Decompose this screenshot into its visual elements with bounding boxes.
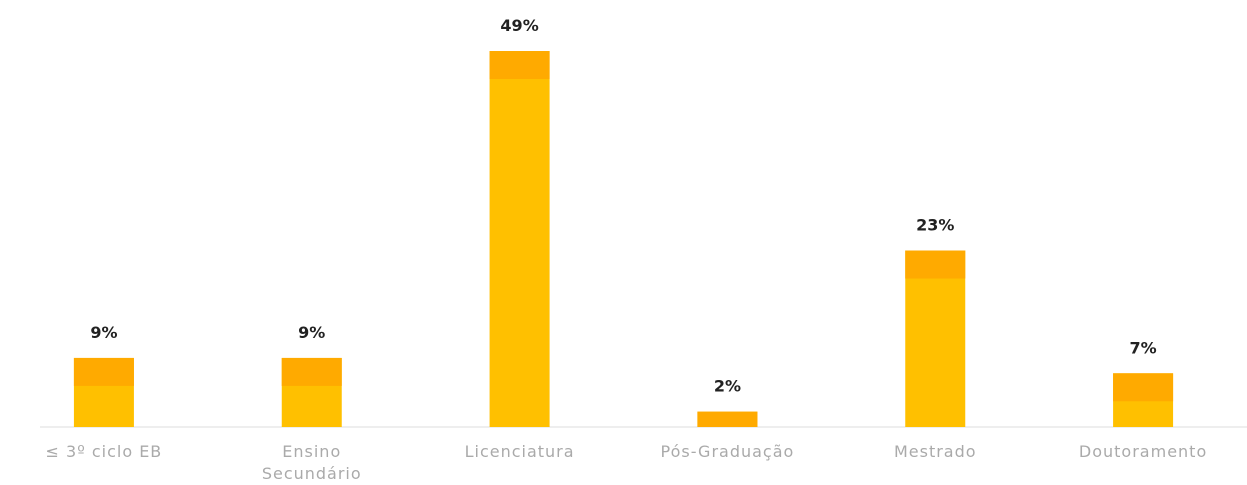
bar-cap <box>489 51 550 79</box>
category-label: Pós-Graduação <box>660 442 795 461</box>
category-label: Doutoramento <box>1078 442 1208 461</box>
bar-cap <box>73 357 134 386</box>
bar-cap <box>905 250 966 279</box>
category-label: ≤ 3º ciclo EB <box>45 442 163 461</box>
value-label: 23% <box>916 216 954 235</box>
bar-cap <box>1113 373 1174 402</box>
category-label: Mestrado <box>893 442 977 461</box>
value-label: 7% <box>1129 338 1156 357</box>
category-label: Ensino Secundário <box>261 442 362 483</box>
value-label: 49% <box>500 16 538 35</box>
bar <box>489 51 550 427</box>
value-label: 9% <box>90 323 117 342</box>
value-label: 2% <box>714 377 741 396</box>
category-label: Licenciatura <box>464 442 575 461</box>
value-label: 9% <box>298 323 325 342</box>
bar-cap <box>281 357 342 386</box>
bar-cap <box>697 411 758 427</box>
bar <box>905 250 966 427</box>
